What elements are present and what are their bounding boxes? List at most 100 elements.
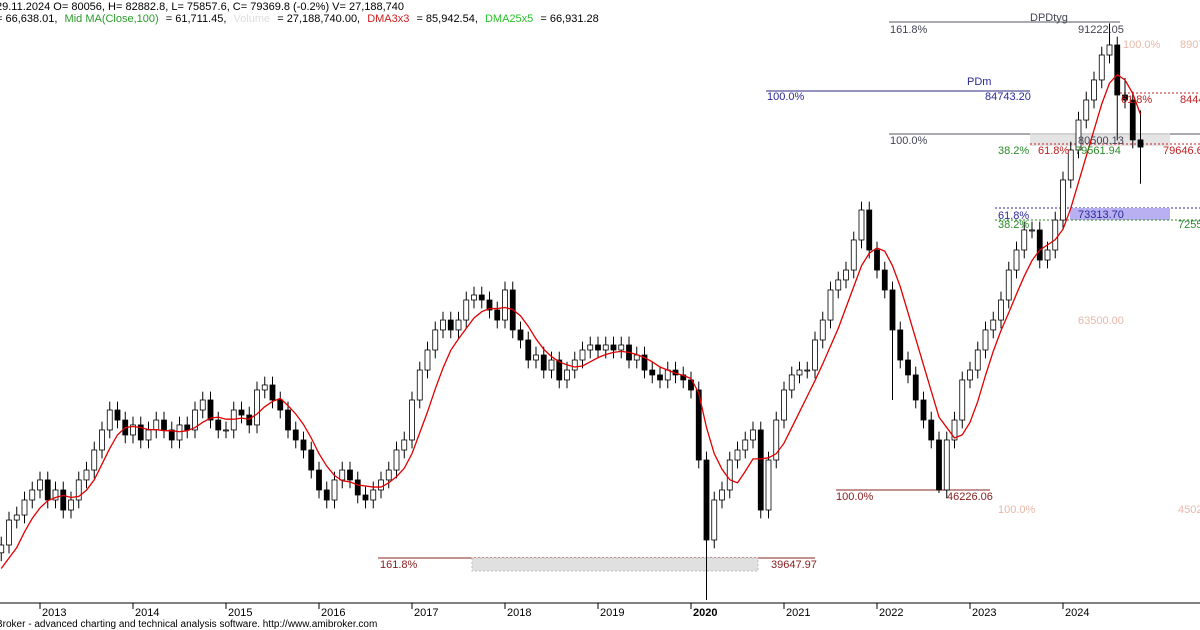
candle-body xyxy=(292,429,299,441)
candle-body xyxy=(440,319,446,331)
candle-body xyxy=(874,249,880,271)
candle-body xyxy=(517,329,524,341)
candle-body xyxy=(866,209,873,251)
candle-body xyxy=(951,419,958,441)
candle-body xyxy=(719,489,725,501)
candle-body xyxy=(920,399,927,421)
candle-body xyxy=(331,479,338,501)
candle-body xyxy=(974,349,981,371)
indicator-text: Volume xyxy=(233,13,270,25)
candle-body xyxy=(1067,149,1074,181)
label: 73313.70 xyxy=(1078,209,1124,221)
label: 61.8% xyxy=(1038,145,1069,157)
candle-body xyxy=(401,439,408,451)
candle-body xyxy=(339,469,346,481)
label: 63500.00 xyxy=(1078,315,1124,327)
indicator-text: DMA3x3 xyxy=(367,13,409,25)
candle-body xyxy=(52,489,59,501)
label: 100.0% xyxy=(767,91,805,103)
annotations: DPDtyg 161.8% 91222.05 PDm 100.0% 84743.… xyxy=(380,12,1200,571)
candle-body xyxy=(657,374,663,381)
candle-body xyxy=(385,469,392,481)
candle-body xyxy=(176,424,183,441)
candle-body xyxy=(300,439,307,451)
candles xyxy=(0,23,1144,600)
candle-body xyxy=(695,389,702,461)
label: 8907 xyxy=(1180,39,1200,51)
candle-body xyxy=(1137,139,1144,148)
candle-body xyxy=(277,399,284,411)
candle-body xyxy=(145,429,152,441)
candle-body xyxy=(703,459,710,541)
label: 61.8% xyxy=(1121,94,1152,106)
candle-body xyxy=(393,449,400,471)
candle-body xyxy=(750,429,756,441)
candle-body xyxy=(726,459,733,491)
label: 38.2% xyxy=(998,219,1029,231)
x-tick-label: 2019 xyxy=(600,607,624,619)
candle-body xyxy=(471,294,477,301)
candle-body xyxy=(819,319,826,341)
x-tick-label: 2021 xyxy=(786,607,810,619)
candle-body xyxy=(571,359,578,371)
candle-body xyxy=(1052,219,1059,251)
candle-body xyxy=(688,379,694,391)
candle-body xyxy=(912,374,919,401)
candle-body xyxy=(238,409,245,416)
candle-body xyxy=(44,479,51,501)
candle-body xyxy=(91,449,98,471)
candle-body xyxy=(1044,249,1051,261)
candle-body xyxy=(1013,249,1020,271)
candle-body xyxy=(223,429,229,432)
label: 100.0% xyxy=(998,504,1036,516)
label: 39647.97 xyxy=(771,559,817,571)
candle-body xyxy=(285,409,291,431)
candle-body xyxy=(424,349,431,371)
indicator-text: DMA25x5 xyxy=(485,13,533,25)
x-tick-label: 2013 xyxy=(42,607,66,619)
candle-body xyxy=(905,359,911,376)
candle-body xyxy=(83,469,90,481)
candle-body xyxy=(1029,229,1035,232)
candle-body xyxy=(525,339,532,361)
candle-body xyxy=(316,469,322,491)
x-tick-label: 2023 xyxy=(972,607,996,619)
indicator-text: = 85,942.54, xyxy=(416,13,477,25)
x-tick-label: 2015 xyxy=(228,607,252,619)
indicator-text: Mid MA(Close,100) xyxy=(65,13,159,25)
candle-body xyxy=(1083,99,1090,121)
label: 79561.94 xyxy=(1075,145,1121,157)
candle-body xyxy=(378,479,384,491)
candle-body xyxy=(982,329,989,351)
candle-body xyxy=(1075,119,1082,151)
candle-body xyxy=(137,424,144,441)
candle-body xyxy=(773,419,780,461)
candle-body xyxy=(184,424,191,431)
candle-body xyxy=(29,489,36,501)
candle-body xyxy=(843,269,849,281)
candle-body xyxy=(432,329,439,351)
label: 100.0% xyxy=(836,491,874,503)
label: 4502 xyxy=(1178,504,1200,516)
candle-body xyxy=(990,319,997,331)
candle-body xyxy=(998,299,1004,321)
candle-body xyxy=(943,439,950,491)
candle-body xyxy=(486,299,493,311)
x-tick-label: 2020 xyxy=(693,607,717,619)
candle-body xyxy=(161,419,167,431)
candle-body xyxy=(757,429,764,511)
x-tick-label: 2024 xyxy=(1065,607,1089,619)
candle-body xyxy=(1091,79,1097,101)
label: 100.0% xyxy=(1123,39,1161,51)
candle-body xyxy=(0,544,5,554)
candle-body xyxy=(649,369,656,376)
indicator-text: = 61,711.45, xyxy=(166,13,227,25)
candle-body xyxy=(409,399,415,441)
candle-body xyxy=(618,344,625,351)
indicator-line: = 66,638.01, Mid MA(Close,100) = 61,711.… xyxy=(0,13,599,25)
candle-body xyxy=(835,279,842,291)
candle-body xyxy=(1005,269,1012,301)
candle-body xyxy=(897,329,904,361)
candle-body xyxy=(75,479,82,501)
